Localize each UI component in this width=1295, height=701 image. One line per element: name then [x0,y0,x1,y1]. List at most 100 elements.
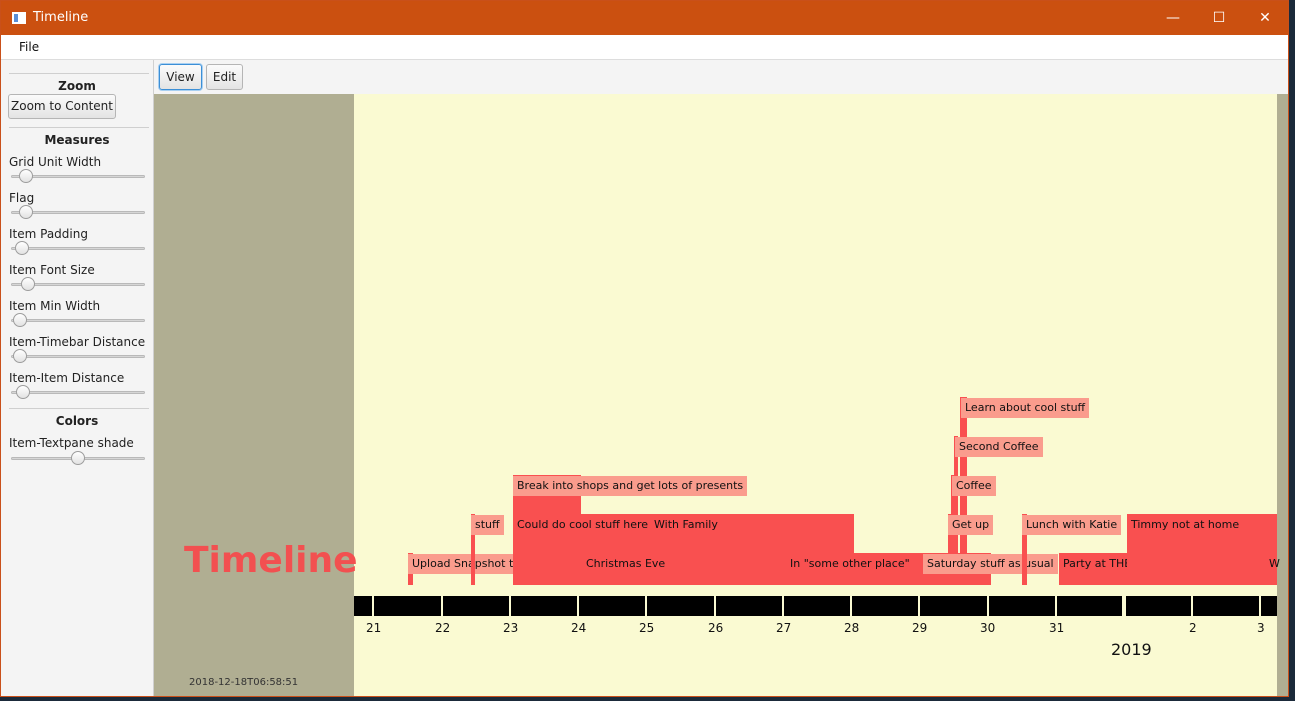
timestamp: 2018-12-18T06:58:51 [189,677,299,688]
slider-track [11,283,145,286]
maximize-button[interactable]: ☐ [1212,10,1226,26]
timeline-item[interactable]: Learn about cool stuff [961,398,1090,418]
timeline-item[interactable]: Timmy not at home [1131,518,1240,531]
timebar-tick [1191,596,1193,616]
divider [9,73,149,74]
item-textpane-shade-slider[interactable] [11,450,145,466]
minimize-button[interactable]: — [1166,10,1180,26]
timeline-item[interactable]: W [1269,557,1280,570]
timebar-tick [509,596,511,616]
timeline-item[interactable]: Get up [948,515,994,535]
slider-track [11,355,145,358]
divider [9,127,149,128]
timeline-item[interactable]: Second Coffee [955,437,1043,457]
item-bar[interactable] [1127,514,1277,585]
slider-track [11,391,145,394]
day-label: 28 [844,621,860,635]
slider-track [11,175,145,178]
timebar-tick [441,596,443,616]
item-timebar-distance-slider[interactable] [11,348,145,364]
item-bar[interactable] [471,514,475,585]
slider-label-flag: Flag [9,191,35,205]
edit-button[interactable]: Edit [206,64,243,90]
toolbar: View Edit [154,60,1288,94]
item-min-width-slider[interactable] [11,312,145,328]
item-bar[interactable] [1022,514,1027,585]
slider-label-item-font-size: Item Font Size [9,263,95,277]
day-label: 21 [366,621,382,635]
divider [9,408,149,409]
item-font-size-slider[interactable] [11,276,145,292]
day-label: 2 [1189,621,1197,635]
day-label: 23 [503,621,519,635]
timeline-title-panel: Timeline 2018-12-18T06:58:51 [154,94,358,696]
year-label: 2019 [1111,640,1152,659]
slider-label-grid-unit-width: Grid Unit Width [9,155,102,169]
timeline-right-strip [1277,94,1288,696]
close-button[interactable]: ✕ [1259,10,1271,26]
timebar-tick [372,596,374,616]
item-bar[interactable] [948,514,952,585]
flag-slider[interactable] [11,204,145,220]
timeline-item[interactable]: Saturday stuff as usual [923,554,1058,574]
timeline-item[interactable]: Break into shops and get lots of present… [513,476,748,496]
window-title: Timeline [33,10,89,25]
slider-thumb[interactable] [20,277,35,291]
colors-header: Colors [55,414,99,428]
timebar-tick [645,596,647,616]
timeline-title: Timeline [184,540,358,581]
slider-thumb[interactable] [14,241,29,255]
timeline-canvas[interactable]: Timeline 2018-12-18T06:58:51 Upload Snap… [154,94,1288,696]
timebar-tick [577,596,579,616]
item-item-distance-slider[interactable] [11,384,145,400]
day-label: 27 [776,621,792,635]
timeline-item[interactable]: In "some other place" [790,557,910,570]
timeline-item[interactable]: Could do cool stuff here [517,518,649,531]
day-label: 31 [1049,621,1065,635]
zoom-header: Zoom [58,79,96,93]
zoom-to-content-button[interactable]: Zoom to Content [8,94,116,119]
timebar-tick [987,596,989,616]
timeline-item[interactable]: stuff [471,515,504,535]
timebar-tick [918,596,920,616]
timeline-item[interactable]: With Family [654,518,718,531]
view-button[interactable]: View [159,64,202,90]
slider-track [11,319,145,322]
measures-header: Measures [44,133,110,147]
slider-track [11,211,145,214]
timeline-item[interactable]: Coffee [952,476,996,496]
slider-thumb[interactable] [13,313,28,327]
timebar-tick [850,596,852,616]
slider-thumb[interactable] [19,205,34,219]
slider-thumb[interactable] [19,169,34,183]
grid-unit-width-slider[interactable] [11,168,145,184]
timebar-tick [1259,596,1261,616]
title-bar[interactable]: Timeline — ☐ ✕ [1,1,1288,35]
day-label: 26 [708,621,724,635]
menu-bar: File [1,35,1288,60]
slider-label-item-item-distance: Item-Item Distance [9,371,125,385]
timeline-item[interactable]: Christmas Eve [586,557,666,570]
day-label: 30 [980,621,996,635]
timebar-tick [1122,596,1126,616]
day-label: 3 [1257,621,1265,635]
slider-thumb[interactable] [13,349,28,363]
sidebar: Zoom Zoom to Content Measures Grid Unit … [1,60,154,696]
slider-thumb[interactable] [71,451,85,465]
day-label: 29 [912,621,928,635]
day-label: 22 [435,621,451,635]
slider-label-item-min-width: Item Min Width [9,299,101,313]
timebar-tick [1055,596,1057,616]
app-icon [12,12,26,24]
menu-file[interactable]: File [19,40,40,54]
item-padding-slider[interactable] [11,240,145,256]
timeline-item[interactable]: Lunch with Katie [1022,515,1122,535]
item-bar[interactable] [786,553,923,585]
slider-thumb[interactable] [15,385,30,399]
timebar [354,596,1277,616]
timebar-tick [782,596,784,616]
item-bar[interactable] [954,436,958,585]
timebar-tick [714,596,716,616]
day-label: 25 [639,621,655,635]
